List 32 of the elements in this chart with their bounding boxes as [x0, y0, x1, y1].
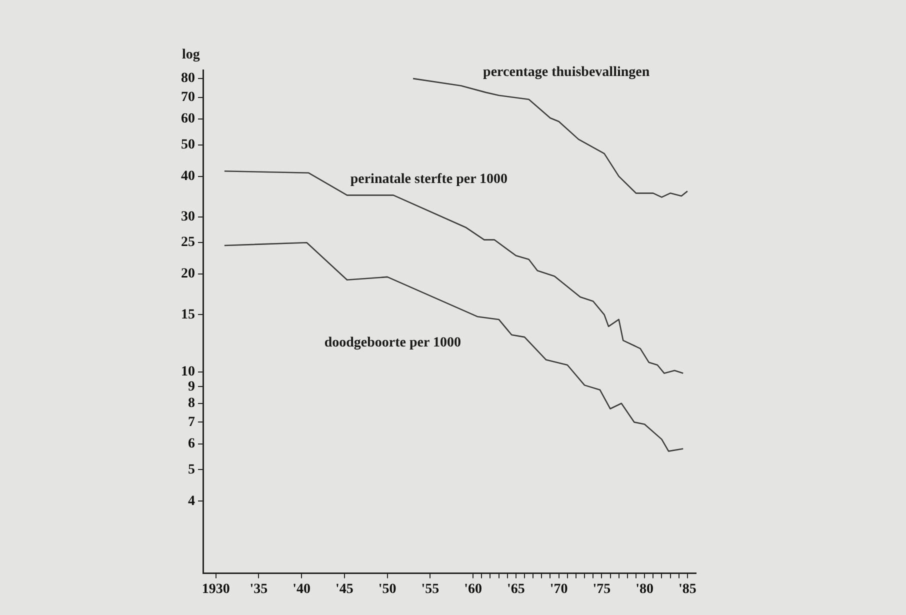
x-tick-label: '55	[421, 582, 440, 598]
y-tick-label: 50	[181, 137, 195, 152]
y-tick-label: 8	[188, 396, 195, 411]
y-tick-label: 15	[181, 307, 195, 322]
y-tick-label: 9	[188, 379, 195, 394]
x-tick-label: '35	[250, 582, 268, 598]
x-tick-label: '60	[464, 582, 482, 598]
x-tick-label: '75	[592, 582, 611, 598]
y-tick-label: 40	[181, 168, 195, 184]
series-label: perinatale sterfte per 1000	[350, 172, 508, 187]
series-label: doodgeboorte per 1000	[324, 336, 461, 351]
x-tick-label: '40	[292, 582, 311, 598]
y-tick-label: 25	[181, 235, 195, 250]
x-tick-label: '70	[550, 582, 568, 598]
y-tick-label: 5	[188, 462, 195, 478]
y-tick-label: 80	[181, 71, 195, 86]
x-tick-label: '45	[336, 582, 354, 598]
y-tick-label: 4	[188, 494, 195, 509]
y-tick-label: 30	[181, 210, 195, 225]
y-tick-label: 20	[181, 266, 195, 282]
y-tick-label: 10	[181, 364, 195, 380]
y-tick-label: 6	[188, 436, 195, 452]
x-tick-label: '65	[507, 582, 525, 598]
x-tick-label: 1930	[202, 582, 230, 598]
y-axis-title: log	[182, 48, 200, 63]
y-tick-label: 60	[181, 112, 195, 127]
x-tick-label: '80	[636, 582, 654, 598]
y-tick-label: 70	[181, 90, 195, 105]
x-tick-label: '85	[678, 582, 696, 598]
y-tick-label: 7	[188, 414, 195, 430]
series-label: percentage thuisbevallingen	[483, 65, 650, 80]
x-tick-label: '50	[378, 582, 396, 598]
